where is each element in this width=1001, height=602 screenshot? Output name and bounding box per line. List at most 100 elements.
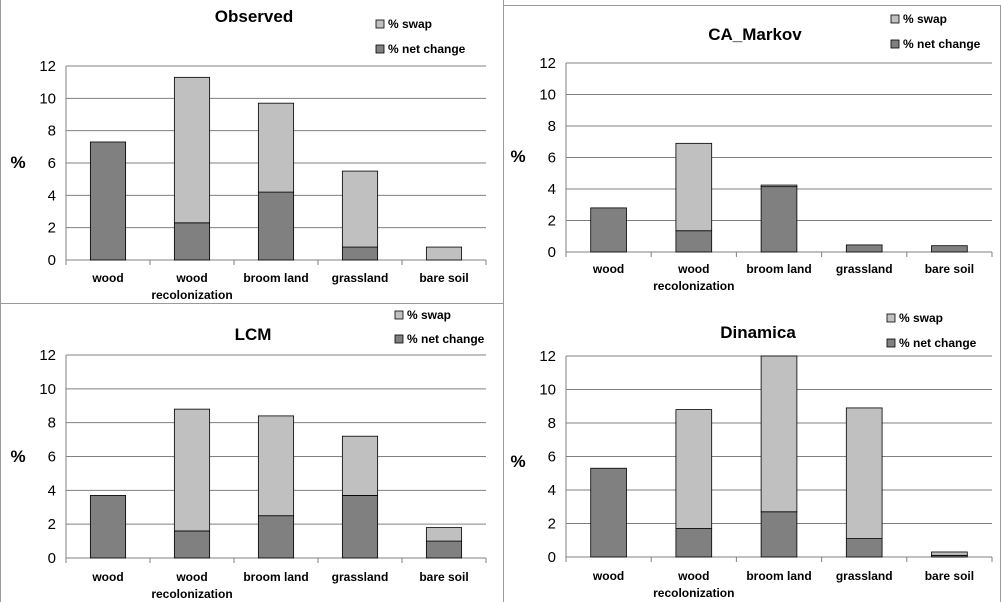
x-category-label: grassland [332,570,389,584]
legend-swatch [890,39,900,49]
bar-swap [173,76,211,224]
bar-net-change [341,495,379,559]
bar-swap [931,551,968,556]
chart-dinamica: 0 2 4 6 8 10 12 wood wood recolonization broom lan… [504,304,1001,602]
bar-swap [341,170,379,248]
chart-title: CA_Markov [708,25,802,44]
y-tick-label: 6 [48,155,56,172]
x-category-label: wood [91,570,123,584]
chart-svg-ca-markov: 0 2 4 6 8 10 12 wood wood recolonization broom lan… [510,12,993,293]
panel-border-top-left [0,0,1,304]
legend-swatch [394,334,404,344]
panel-border-top-right [504,5,1001,6]
legend-label: % net change [388,42,466,56]
y-tick-label: 0 [548,244,556,261]
x-category-label: recolonization [653,279,734,293]
y-axis-label: % [510,452,525,471]
y-tick-label: 2 [48,516,56,533]
bar-net-change [257,191,295,261]
y-tick-label: 0 [48,252,56,269]
y-axis-label: % [10,153,25,172]
y-tick-label: 12 [539,348,556,365]
bar-swap [675,142,713,232]
y-axis-label: % [510,147,525,166]
x-category-label: wood [91,271,123,285]
bar-net-change [341,246,379,261]
panel-divider-vertical [503,0,504,602]
chart-svg-observed: 0 2 4 6 8 10 12 wood wood recolonization broom lan… [10,7,487,302]
y-tick-label: 8 [48,123,56,140]
bar-swap [675,409,713,529]
chart-lcm: 0 2 4 6 8 10 12 wood wood recolonization broom lan… [0,304,503,602]
x-category-label: recolonization [653,586,734,600]
y-tick-label: 10 [539,382,556,399]
bar-net-change [173,222,211,261]
chart-svg-lcm: 0 2 4 6 8 10 12 wood wood recolonization broom lan… [10,308,487,601]
legend-label: % net change [899,336,977,350]
x-category-label: broom land [243,570,308,584]
y-tick-label: 12 [39,58,56,75]
x-category-label: wood [592,262,624,276]
x-category-label: grassland [836,262,893,276]
bar-swap [760,355,798,513]
y-tick-label: 8 [548,118,556,135]
x-category-label: broom land [243,271,308,285]
x-category-label: wood [677,569,709,583]
panel-border-bottom-left [0,304,1,602]
chart-ca-markov: 0 2 4 6 8 10 12 wood wood recolonization broom lan… [504,0,1001,304]
bar-net-change [89,495,127,559]
x-category-label: broom land [746,262,811,276]
x-category-label: wood [175,271,207,285]
legend-label: % swap [407,308,451,322]
bar-net-change [590,467,627,558]
x-category-label: bare soil [419,570,468,584]
x-category-label: wood [592,569,624,583]
bar-net-change [590,207,627,253]
bar-net-change [845,538,883,558]
chart-observed: 0 2 4 6 8 10 12 wood wood recolonization broom lan… [0,0,503,304]
x-category-label: grassland [332,271,389,285]
chart-title: Observed [215,7,293,26]
y-tick-label: 2 [548,213,556,230]
legend-label: % net change [903,37,981,51]
y-tick-label: 6 [48,449,56,466]
x-category-label: grassland [836,569,893,583]
y-tick-label: 10 [39,381,56,398]
x-category-label: wood [677,262,709,276]
legend-swatch [886,338,896,348]
y-tick-label: 2 [48,220,56,237]
bar-swap [845,407,883,539]
y-tick-label: 6 [548,449,556,466]
bar-net-change [760,186,798,253]
legend-label: % net change [407,332,485,346]
legend-swatch [394,310,404,320]
y-tick-label: 4 [48,187,56,204]
y-tick-label: 12 [539,55,556,72]
legend-swatch [886,313,896,323]
x-category-label: recolonization [151,587,232,601]
x-category-label: bare soil [925,262,974,276]
bar-net-change [425,540,463,559]
y-tick-label: 0 [548,549,556,566]
bar-swap [425,246,463,261]
bar-swap [425,527,463,542]
legend-swatch [890,14,900,24]
x-category-label: wood [175,570,207,584]
legend-swatch [375,19,385,29]
y-tick-label: 4 [548,482,556,499]
y-tick-label: 12 [39,347,56,364]
y-tick-label: 0 [48,550,56,567]
y-tick-label: 6 [548,150,556,167]
y-tick-label: 2 [548,516,556,533]
x-category-label: bare soil [419,271,468,285]
x-category-label: broom land [746,569,811,583]
legend-label: % swap [388,17,432,31]
bar-net-change [675,528,713,558]
y-tick-label: 10 [539,87,556,104]
bar-swap [760,184,798,188]
bar-swap [257,415,295,517]
bar-swap [341,435,379,496]
chart-svg-dinamica: 0 2 4 6 8 10 12 wood wood recolonization broom lan… [510,311,993,600]
x-category-label: recolonization [151,288,232,302]
bar-net-change [760,511,798,558]
